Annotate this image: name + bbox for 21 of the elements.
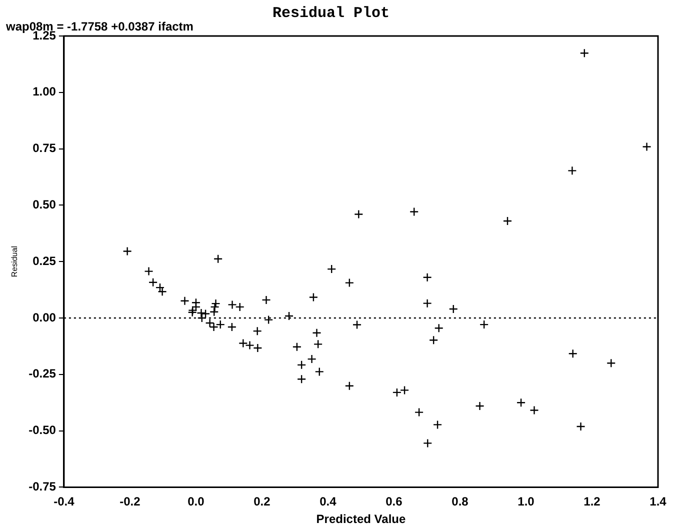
x-axis-title: Predicted Value: [316, 512, 406, 526]
x-tick-label: 0.4: [320, 494, 337, 509]
x-tick-label: -0.2: [120, 494, 141, 509]
x-tick-label: 0.6: [386, 494, 403, 509]
chart-title: Residual Plot: [272, 4, 390, 22]
x-tick-label: 1.2: [584, 494, 601, 509]
x-tick-label: 1.0: [518, 494, 535, 509]
y-tick-label: -0.75: [28, 480, 56, 494]
y-tick-label: -0.50: [28, 423, 56, 438]
x-tick-label: -0.4: [54, 494, 75, 509]
x-tick-label: 1.4: [650, 494, 667, 509]
y-tick-label: 0.75: [32, 141, 56, 156]
x-tick-label: 0.8: [452, 494, 469, 509]
y-tick-label: 0.00: [32, 310, 56, 324]
y-tick-label: 0.50: [32, 198, 56, 212]
x-tick-label: 0.2: [254, 494, 271, 509]
y-tick-label: -0.25: [28, 366, 56, 381]
y-axis-title: Residual: [10, 246, 20, 278]
y-tick-label: 0.25: [32, 254, 56, 268]
x-tick-label: 0.0: [188, 494, 205, 509]
y-tick-label: 1.00: [32, 84, 56, 99]
